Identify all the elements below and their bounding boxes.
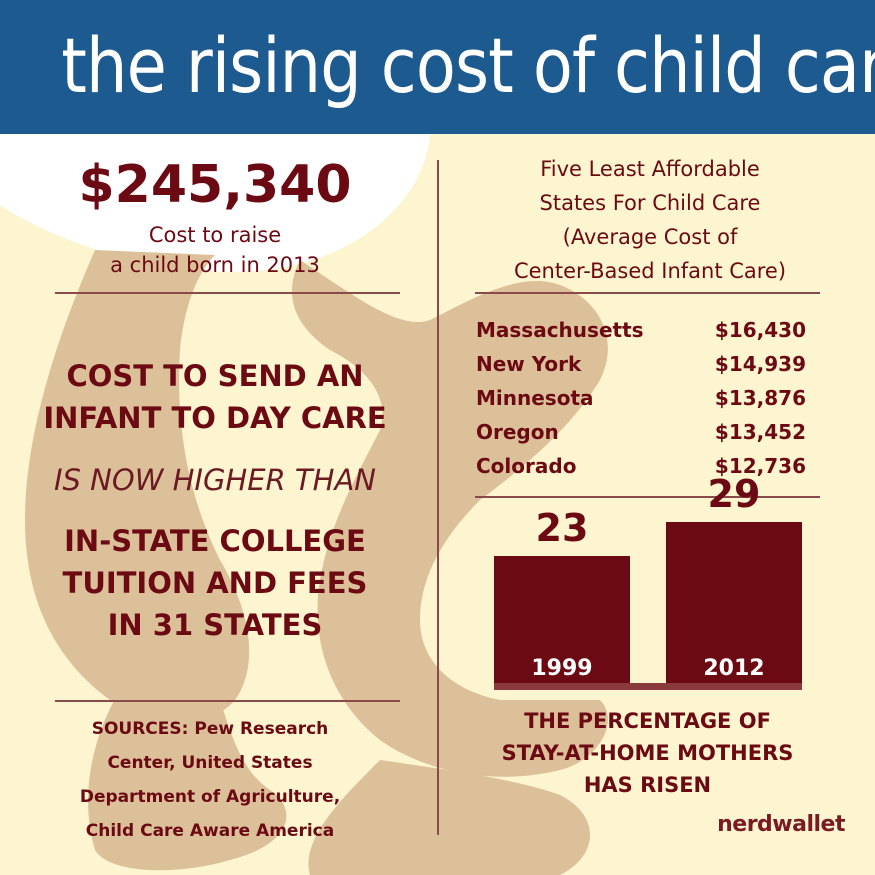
mothers-caption-line-2: STAY-AT-HOME MOTHERS <box>501 741 794 765</box>
bar-2012 <box>666 522 802 688</box>
state-name: New York <box>476 352 582 376</box>
state-name: Minnesota <box>476 386 594 410</box>
tuition-line-1: IN-STATE COLLEGE <box>64 524 366 558</box>
state-cost: $16,430 <box>714 318 806 342</box>
cost-sub-line-2: a child born in 2013 <box>110 253 320 277</box>
tuition-heading: IN-STATE COLLEGE TUITION AND FEES IN 31 … <box>20 520 410 646</box>
states-table-title: Five Least Affordable States For Child C… <box>450 152 850 288</box>
daycare-line-1: COST TO SEND AN <box>66 359 364 393</box>
states-title-line-2: States For Child Care <box>539 191 761 215</box>
bar-value-label-1999: 23 <box>535 506 589 550</box>
state-cost: $13,452 <box>714 420 806 444</box>
page-title: the rising cost of child care <box>61 21 875 110</box>
state-cost: $12,736 <box>714 454 806 478</box>
state-row: Colorado $12,736 <box>476 454 806 488</box>
state-row: Oregon $13,452 <box>476 420 806 454</box>
center-divider <box>437 160 439 835</box>
state-name: Colorado <box>476 454 577 478</box>
nerdwallet-logo: nerdwallet <box>717 812 845 837</box>
sources-text: SOURCES: Pew Research Center, United Sta… <box>40 712 380 848</box>
state-cost: $13,876 <box>714 386 806 410</box>
sources-line-4: Child Care Aware America <box>85 821 335 841</box>
tuition-line-2: TUITION AND FEES <box>62 566 368 600</box>
cost-sub-line-1: Cost to raise <box>148 223 282 247</box>
bar-category-label-1999: 1999 <box>531 656 593 681</box>
state-row: Minnesota $13,876 <box>476 386 806 420</box>
divider-right-middle <box>475 496 820 498</box>
states-title-line-1: Five Least Affordable <box>540 157 760 181</box>
bar-value-label-2012: 29 <box>707 472 761 516</box>
cost-to-raise-caption: Cost to raise a child born in 2013 <box>40 220 390 280</box>
states-title-line-4: Center-Based Infant Care) <box>513 259 787 283</box>
state-name: Oregon <box>476 420 559 444</box>
states-title-line-3: (Average Cost of <box>562 225 738 249</box>
higher-than-text: IS NOW HIGHER THAN <box>54 463 376 497</box>
bar-category-label-2012: 2012 <box>703 656 765 681</box>
header-banner: the rising cost of child care <box>0 0 875 134</box>
sources-line-2: Center, United States <box>107 753 313 773</box>
mothers-caption-line-3: HAS RISEN <box>583 773 712 797</box>
divider-left-bottom <box>55 700 400 702</box>
tuition-line-3: IN 31 STATES <box>107 608 323 642</box>
mothers-caption-line-1: THE PERCENTAGE OF <box>524 709 771 733</box>
daycare-line-2: INFANT TO DAY CARE <box>43 401 387 435</box>
state-row: New York $14,939 <box>476 352 806 386</box>
divider-right-top <box>475 292 820 294</box>
state-row: Massachusetts $16,430 <box>476 318 806 352</box>
chart-baseline <box>494 683 802 690</box>
state-name: Massachusetts <box>476 318 644 342</box>
cost-to-raise-amount: $245,340 <box>78 155 352 215</box>
divider-left-top <box>55 292 400 294</box>
bar-1999 <box>494 556 630 688</box>
mothers-caption: THE PERCENTAGE OF STAY-AT-HOME MOTHERS H… <box>470 705 825 801</box>
state-cost: $14,939 <box>714 352 806 376</box>
sources-line-3: Department of Agriculture, <box>79 787 341 807</box>
daycare-cost-heading: COST TO SEND AN INFANT TO DAY CARE <box>20 355 410 439</box>
sources-line-1: SOURCES: Pew Research <box>91 719 329 739</box>
